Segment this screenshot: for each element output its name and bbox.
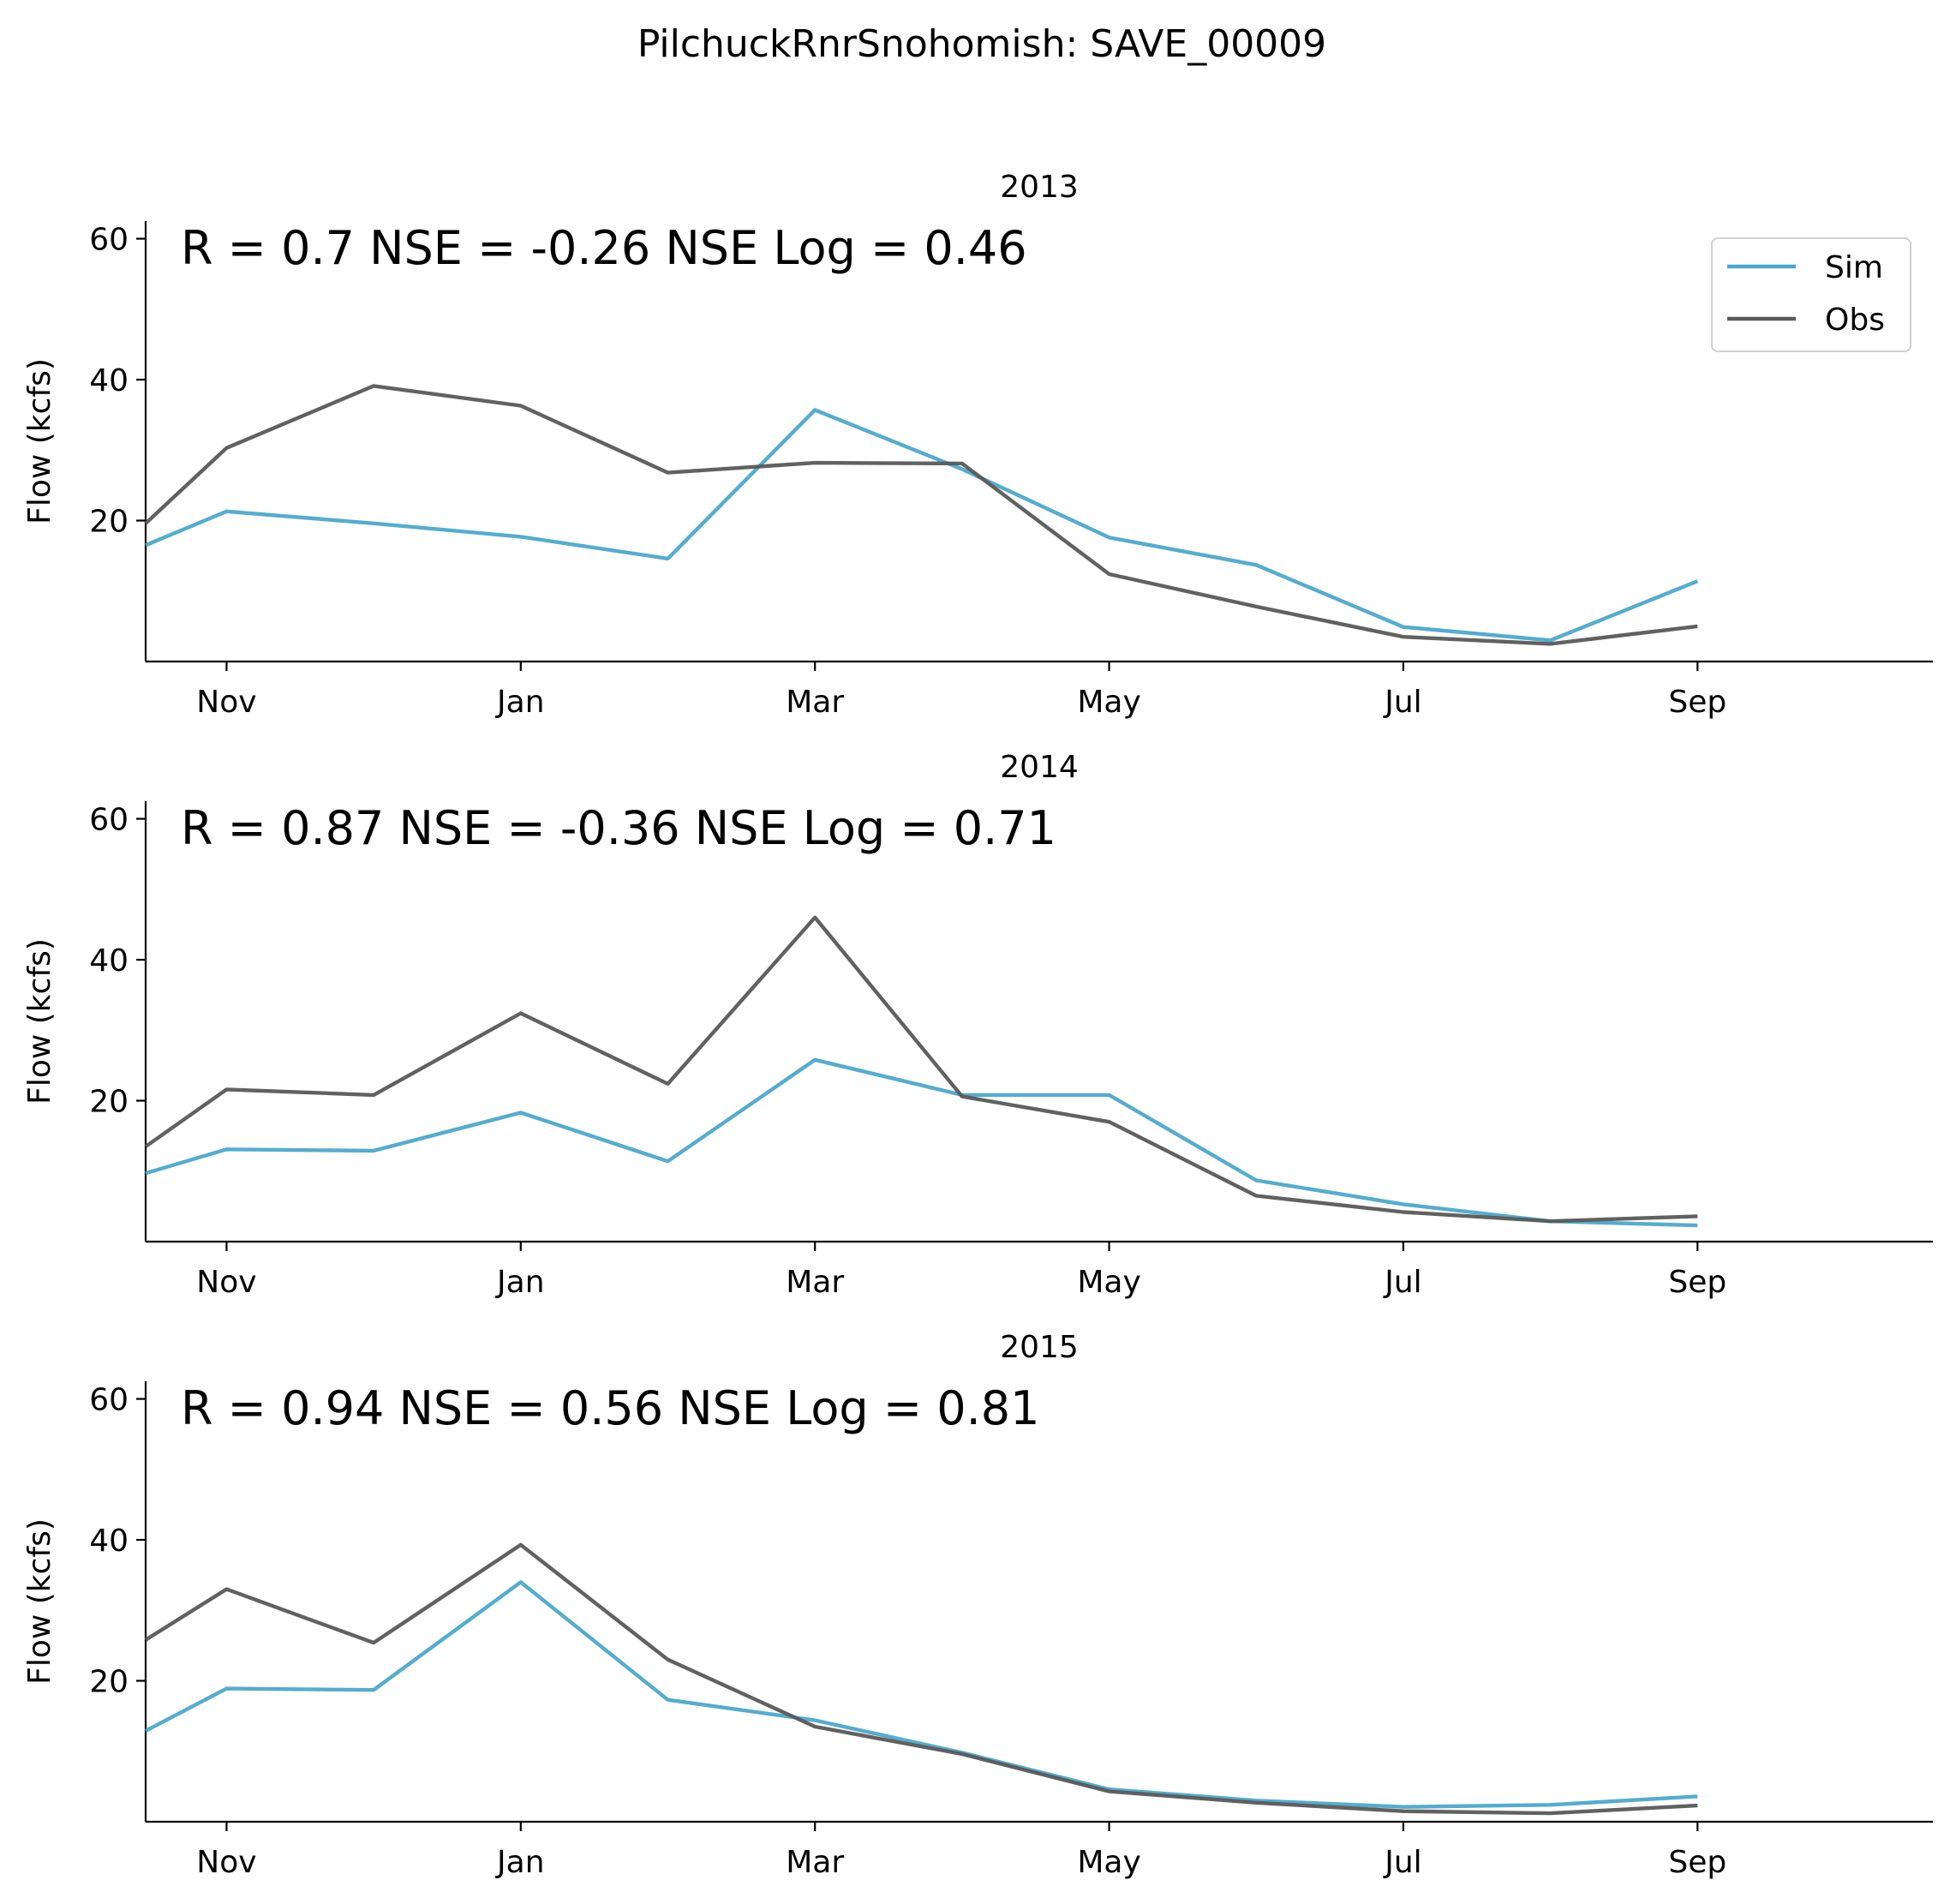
y-tick-label: 40 <box>89 1524 129 1559</box>
series-line-obs <box>144 915 1698 1224</box>
x-tick-label: May <box>1077 1265 1140 1300</box>
x-tick-label: Jan <box>495 1265 545 1300</box>
x-tick-label: Nov <box>196 685 256 720</box>
y-tick-label: 40 <box>89 363 129 398</box>
y-axis-label: Flow (kcfs) <box>22 358 57 524</box>
y-tick-label: 20 <box>89 1665 129 1700</box>
x-tick-label: Jan <box>495 685 545 720</box>
x-tick-label: May <box>1077 1845 1140 1880</box>
x-tick-label: Jul <box>1383 1265 1421 1300</box>
series-line-obs <box>144 384 1698 646</box>
x-tick-label: Nov <box>196 1265 256 1300</box>
stats-annotation: R = 0.87 NSE = -0.36 NSE Log = 0.71 <box>181 801 1056 855</box>
y-axis-label: Flow (kcfs) <box>22 1518 57 1685</box>
x-tick-label: Mar <box>786 685 844 720</box>
stats-annotation: R = 0.7 NSE = -0.26 NSE Log = 0.46 <box>181 221 1027 275</box>
x-tick-label: Mar <box>786 1845 844 1880</box>
x-tick-label: Jan <box>495 1845 545 1880</box>
x-tick-label: Nov <box>196 1845 256 1880</box>
y-tick-label: 60 <box>89 223 129 258</box>
y-tick-label: 40 <box>89 943 129 979</box>
legend-label-sim: Sim <box>1825 250 1883 285</box>
y-tick-label: 20 <box>89 505 129 540</box>
legend-label-obs: Obs <box>1825 302 1885 338</box>
x-tick-label: Sep <box>1668 685 1726 720</box>
series-line-obs <box>144 1542 1698 1816</box>
y-axis-label: Flow (kcfs) <box>22 938 57 1105</box>
series-line-sim <box>144 1580 1698 1809</box>
y-tick-label: 60 <box>89 803 129 838</box>
x-tick-label: May <box>1077 685 1140 720</box>
panel-title: 2015 <box>1000 1330 1079 1365</box>
stats-annotation: R = 0.94 NSE = 0.56 NSE Log = 0.81 <box>181 1381 1039 1435</box>
y-tick-label: 20 <box>89 1085 129 1120</box>
y-tick-label: 60 <box>89 1383 129 1418</box>
x-tick-label: Mar <box>786 1265 844 1300</box>
x-tick-label: Jul <box>1383 685 1421 720</box>
x-tick-label: Jul <box>1383 1845 1421 1880</box>
figure-title: PilchuckRnrSnohomish: SAVE_00009 <box>637 22 1326 66</box>
x-tick-label: Sep <box>1668 1265 1726 1300</box>
series-line-sim <box>145 408 1699 643</box>
x-tick-label: Sep <box>1668 1845 1726 1880</box>
panel-title: 2014 <box>1000 750 1079 785</box>
panel-title: 2013 <box>1000 170 1079 205</box>
series-line-sim <box>145 1057 1698 1228</box>
